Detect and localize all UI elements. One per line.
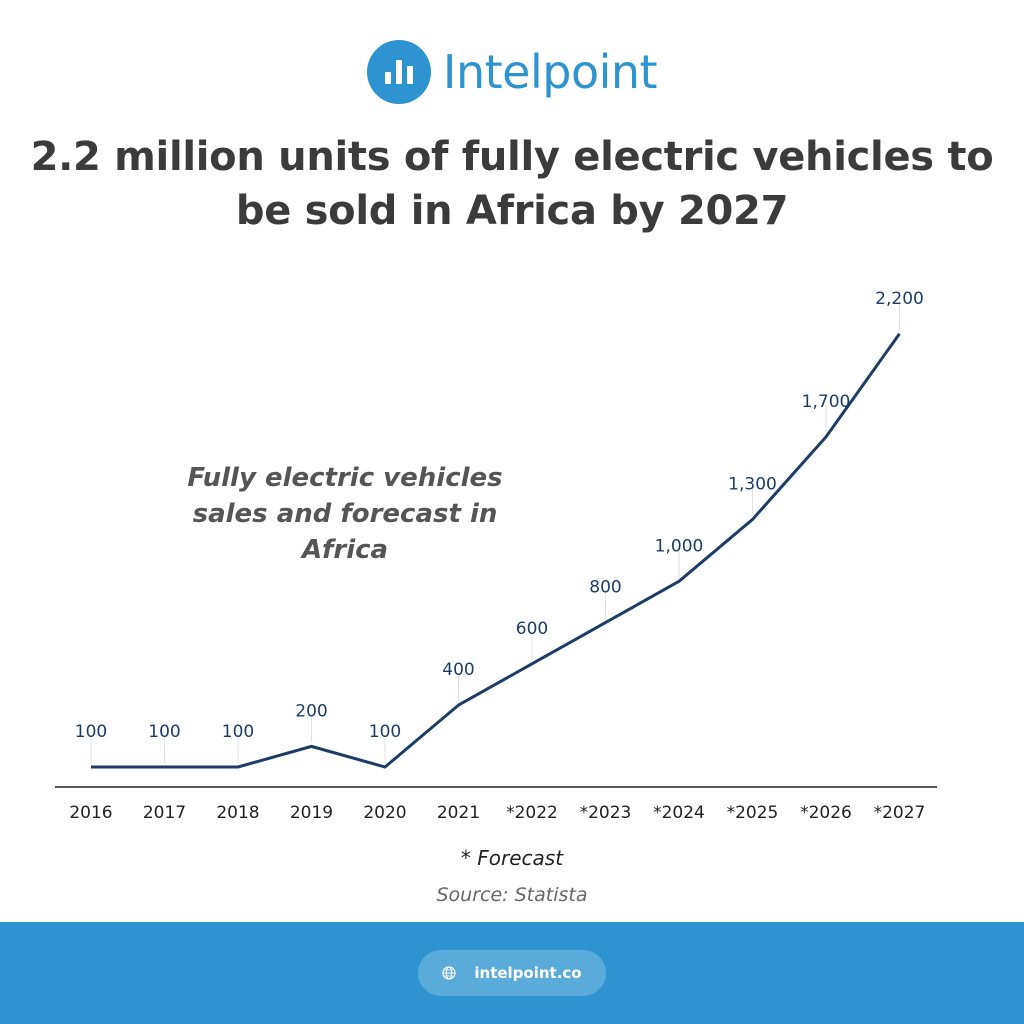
x-tick-label: 2017 xyxy=(143,803,186,823)
x-tick-label: *2027 xyxy=(874,803,926,823)
x-tick-label: *2025 xyxy=(727,803,779,823)
x-tick-label: *2026 xyxy=(800,803,852,823)
x-tick-label: 2016 xyxy=(69,803,112,823)
x-tick-label: *2023 xyxy=(580,803,632,823)
data-label: 600 xyxy=(516,619,548,639)
forecast-note: * Forecast xyxy=(460,846,564,870)
brand-name: Intelpoint xyxy=(442,45,658,99)
headline: 2.2 million units of fully electric vehi… xyxy=(30,134,994,234)
data-label: 1,300 xyxy=(728,474,777,494)
data-label: 100 xyxy=(369,722,401,742)
website-url: intelpoint.co xyxy=(474,964,582,982)
data-label: 100 xyxy=(148,722,180,742)
data-label: 2,200 xyxy=(875,289,924,309)
series-line xyxy=(91,332,901,769)
data-label: 1,000 xyxy=(655,536,704,556)
x-tick-label: *2024 xyxy=(653,803,705,823)
brand-logo: Intelpoint xyxy=(0,40,1024,104)
x-tick-label: *2022 xyxy=(506,803,558,823)
footer-bar: intelpoint.co xyxy=(0,922,1024,1024)
data-label: 200 xyxy=(295,701,327,721)
x-tick-label: 2018 xyxy=(216,803,259,823)
bar-chart-logo-icon xyxy=(366,40,431,104)
x-tick-label: 2019 xyxy=(290,803,333,823)
data-label: 1,700 xyxy=(802,392,851,412)
data-label: 800 xyxy=(589,578,621,598)
data-label: 100 xyxy=(75,722,107,742)
line-chart: 100 100 100 200 100 400 600 800 1,000 1,300 1,700 2… xyxy=(55,289,937,823)
globe-icon xyxy=(442,966,456,980)
data-label: 400 xyxy=(442,660,474,680)
chart-title: Fully electric vehicles sales and foreca… xyxy=(187,463,503,565)
x-tick-label: 2021 xyxy=(437,803,480,823)
x-tick-label: 2020 xyxy=(363,803,406,823)
source-note: Source: Statista xyxy=(436,884,588,906)
website-link[interactable]: intelpoint.co xyxy=(418,950,606,996)
data-label: 100 xyxy=(222,722,254,742)
